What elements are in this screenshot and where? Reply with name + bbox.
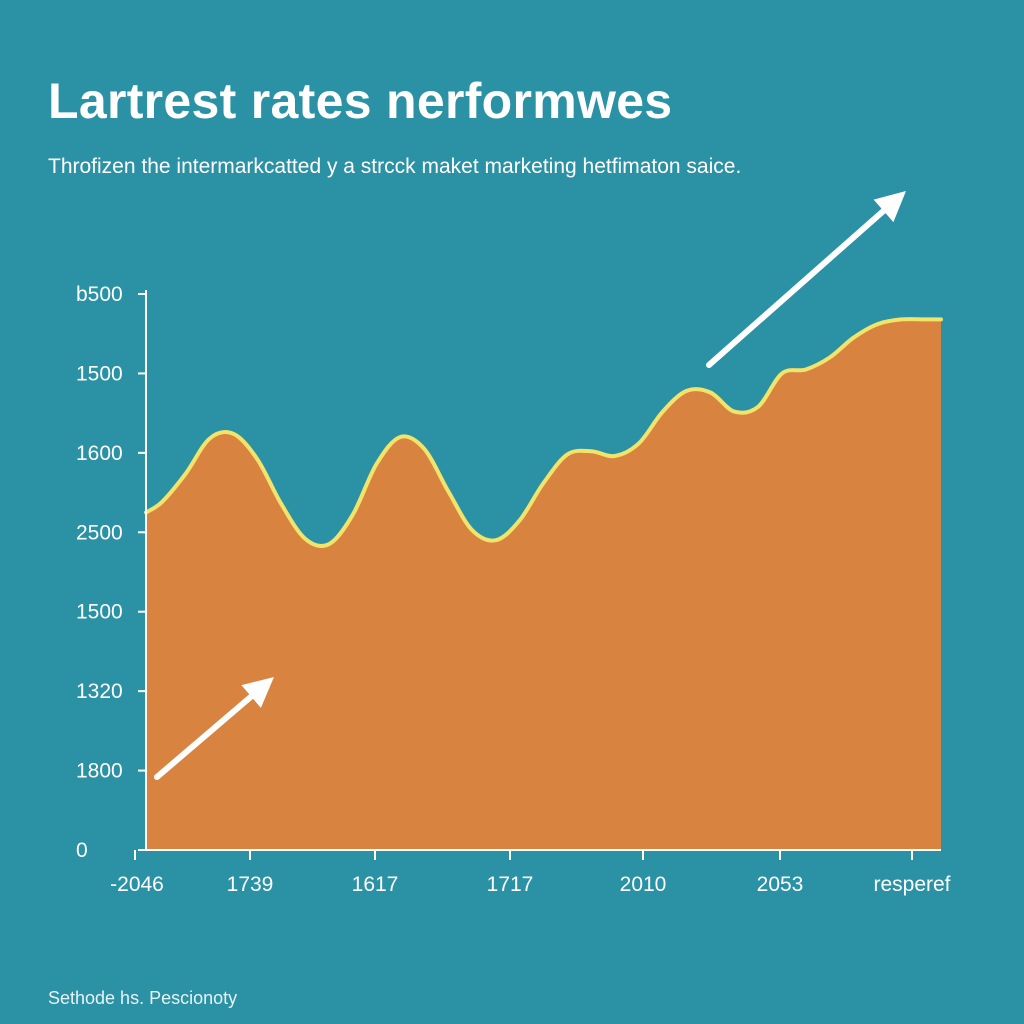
y-tick-label: 1320 [76, 680, 123, 703]
y-tick-label: 1600 [76, 442, 123, 465]
source-note: Sethode hs. Pescionoty [48, 988, 238, 1008]
y-tick-label: b500 [76, 283, 123, 306]
area-fill [146, 319, 941, 850]
trend-arrows [154, 191, 906, 780]
y-tick-label: 2500 [76, 521, 123, 544]
y-tick-label: 1500 [76, 601, 123, 624]
y-tick-label: 1800 [76, 760, 123, 783]
y-axis-ticks: 0 1800 1320 1500 2500 1600 1500 b500 [76, 283, 146, 862]
x-tick-label: 2010 [620, 873, 667, 896]
series-line [144, 317, 943, 548]
x-axis-ticks: -2046 1739 1617 1717 2010 2053 resperef [110, 850, 951, 896]
chart-subtitle: Throfizen the intermarkcatted y a strcck… [48, 155, 742, 178]
x-tick-label: 2053 [757, 873, 804, 896]
x-tick-label: -2046 [110, 873, 164, 896]
x-tick-label: 1717 [487, 873, 534, 896]
x-tick-label: 1739 [227, 873, 274, 896]
y-tick-label: 1500 [76, 362, 123, 385]
y-tick-label: 0 [76, 839, 88, 862]
x-tick-label: resperef [873, 873, 950, 896]
trend-arrow-lower [154, 677, 274, 780]
chart-title: Lartrest rates nerformwes [48, 73, 673, 129]
x-tick-label: 1617 [352, 873, 399, 896]
trend-arrow-upper [706, 191, 906, 368]
